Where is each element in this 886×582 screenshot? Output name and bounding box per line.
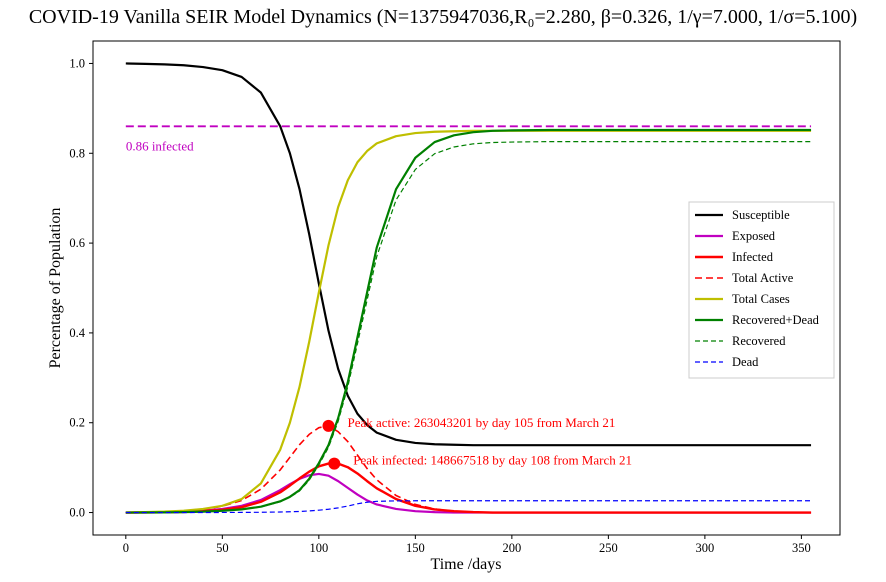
x-tick-label: 150 <box>406 541 425 555</box>
series-line-recovered-dead <box>125 128 812 514</box>
chart-title: COVID-19 Vanilla SEIR Model Dynamics (N=… <box>29 6 857 28</box>
x-tick-label: 350 <box>792 541 811 555</box>
series-line-infected <box>125 462 812 514</box>
legend-box <box>688 201 835 379</box>
y-tick-label: 0.4 <box>69 326 85 340</box>
y-tick-label: 0.8 <box>69 146 85 160</box>
series-line-susceptible <box>125 62 812 447</box>
y-tick-label: 0.2 <box>69 416 85 430</box>
x-tick-label: 0 <box>123 541 129 555</box>
y-tick-label: 1.0 <box>69 56 85 70</box>
legend-label: Recovered+Dead <box>732 313 820 327</box>
y-tick-label: 0.6 <box>69 236 85 250</box>
y-tick-label: 0.0 <box>69 506 85 520</box>
series-line-recovered <box>125 141 812 514</box>
x-tick-label: 50 <box>216 541 229 555</box>
peak-marker <box>322 419 335 432</box>
y-axis-label: Percentage of Population <box>47 208 64 369</box>
legend-label: Dead <box>732 355 759 369</box>
series-line-exposed <box>125 472 812 514</box>
herd-immunity-label: 0.86 infected <box>126 138 194 153</box>
x-tick-label: 200 <box>502 541 521 555</box>
x-axis-label: Time /days <box>431 556 502 573</box>
peak-marker <box>328 457 341 470</box>
x-tick-label: 250 <box>599 541 618 555</box>
x-tick-label: 300 <box>696 541 715 555</box>
legend-label: Recovered <box>732 334 786 348</box>
legend-label: Exposed <box>732 229 776 243</box>
peak-label: Peak infected: 148667518 by day 108 from… <box>353 453 632 468</box>
series-line-dead <box>125 500 812 514</box>
legend-label: Total Active <box>732 271 794 285</box>
legend-label: Susceptible <box>732 208 790 222</box>
peak-label: Peak active: 263043201 by day 105 from M… <box>347 415 615 430</box>
legend-label: Infected <box>732 250 774 264</box>
plot-frame <box>92 40 841 536</box>
x-tick-label: 100 <box>309 541 328 555</box>
legend-label: Total Cases <box>732 292 790 306</box>
series-line-total-active <box>125 425 812 514</box>
